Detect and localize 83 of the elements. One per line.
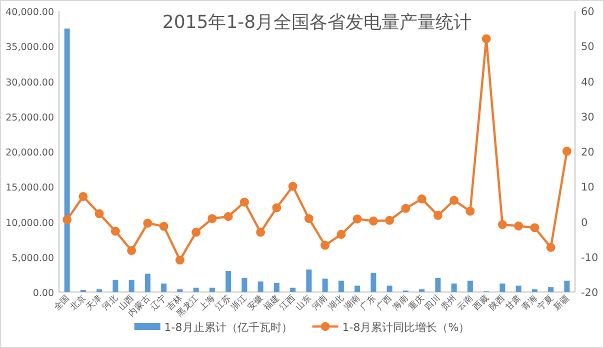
y-tick-label: 10,000.00	[6, 218, 54, 229]
point	[94, 209, 104, 218]
y2-tick-label: 20	[581, 146, 594, 158]
bar	[467, 280, 473, 292]
y-tick-label: 20,000.00	[6, 148, 54, 158]
bar	[532, 289, 538, 292]
y2-tick-label: -10	[581, 252, 598, 264]
bar	[419, 289, 425, 292]
point	[466, 206, 475, 216]
bar	[112, 280, 118, 292]
bar	[338, 280, 344, 292]
point	[482, 34, 491, 44]
point	[224, 212, 233, 221]
y2-tick-label: 30	[581, 111, 594, 124]
point	[143, 218, 152, 228]
bar	[322, 278, 328, 292]
point	[385, 216, 394, 225]
bar	[258, 281, 264, 292]
bar	[290, 288, 296, 292]
point	[514, 221, 524, 230]
y2-tick-label: -20	[581, 287, 598, 299]
point	[304, 214, 314, 224]
y2-tick-label: 40	[581, 76, 594, 88]
y-tick-label: 25,000.00	[6, 112, 54, 124]
point	[110, 226, 120, 236]
bar	[193, 288, 199, 292]
x-tick-label: 新疆	[552, 292, 572, 313]
bar	[306, 270, 312, 292]
point	[546, 242, 556, 252]
bar	[370, 273, 376, 292]
bar	[274, 282, 280, 292]
y-tick-label: 40,000.00	[6, 7, 54, 18]
y2-tick-label: 0	[581, 216, 588, 229]
bar	[548, 287, 554, 292]
bar	[64, 28, 70, 292]
point	[433, 210, 442, 220]
bar	[354, 286, 360, 292]
y2-tick-label: 60	[581, 6, 594, 18]
point	[288, 182, 298, 191]
point	[256, 228, 266, 237]
bar	[144, 274, 150, 292]
bar	[177, 289, 183, 292]
point	[401, 204, 410, 213]
bar	[516, 286, 522, 292]
point	[127, 246, 136, 256]
point	[192, 228, 201, 237]
chart-title: 2015年1-8月全国各省发电量产量统计	[162, 12, 472, 33]
y-tick-label: 5,000.00	[12, 252, 54, 264]
point	[62, 215, 72, 224]
bar	[209, 288, 215, 292]
bar	[386, 286, 392, 292]
y-tick-label: 35,000.00	[6, 42, 54, 54]
point	[352, 214, 362, 224]
point	[272, 203, 282, 212]
point	[78, 192, 88, 201]
bar	[564, 280, 570, 292]
point	[450, 196, 459, 205]
y2-tick-label: 10	[581, 182, 594, 194]
y2-tick-label: 50	[581, 41, 594, 54]
point	[320, 240, 330, 250]
point	[562, 146, 572, 156]
point	[208, 214, 217, 224]
bar	[128, 280, 134, 292]
point	[530, 223, 540, 232]
point	[498, 220, 507, 230]
y-tick-label: 15,000.00	[6, 182, 54, 194]
bar	[500, 284, 506, 292]
bar	[96, 289, 102, 292]
bar	[451, 284, 457, 292]
point	[336, 230, 346, 239]
point	[417, 194, 426, 204]
point	[159, 222, 168, 231]
legend-label: 1-8月累计同比增长（%）	[342, 321, 470, 334]
bar	[161, 284, 167, 292]
legend-label: 1-8月止累计（亿千瓦时）	[164, 321, 292, 334]
bar	[226, 270, 232, 292]
point	[175, 256, 184, 265]
y-tick-label: 0.00	[32, 288, 54, 299]
point	[368, 216, 378, 226]
bar	[242, 278, 248, 292]
bar	[435, 278, 441, 292]
point	[240, 198, 249, 207]
y-tick-label: 30,000.00	[6, 77, 54, 88]
